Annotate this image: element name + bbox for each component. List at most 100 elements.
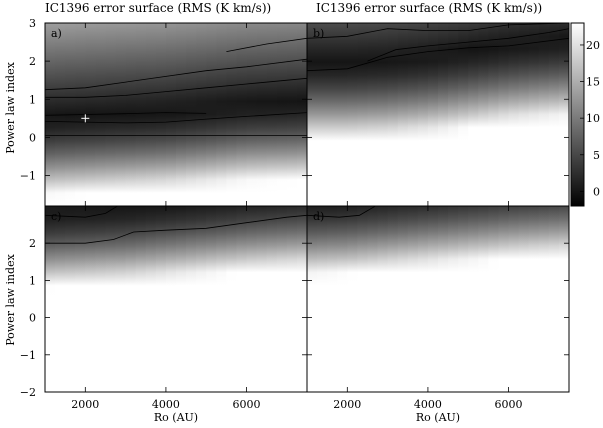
heatmap-cell: [548, 23, 560, 206]
heatmap-cell: [125, 206, 137, 392]
heatmap-cell: [115, 23, 127, 206]
colorbar-tick-label: 10: [586, 112, 600, 125]
y-tick-label: −1: [20, 170, 36, 183]
best-fit-marker: [81, 114, 90, 123]
heatmap-cell: [115, 206, 127, 392]
y-tick-label: 0: [29, 312, 36, 325]
heatmap-cell: [417, 206, 429, 392]
y-tick-label: −1: [20, 349, 36, 362]
heatmap-cell: [95, 206, 107, 392]
panel-label: c): [51, 210, 61, 223]
heatmap-cell: [165, 23, 177, 206]
heatmap-cell: [45, 206, 56, 392]
heatmap-cell: [528, 23, 540, 206]
heatmap-cell: [307, 23, 318, 206]
heatmap-cell: [548, 206, 560, 392]
heatmap-cell: [488, 206, 500, 392]
heatmap-cell: [337, 206, 348, 392]
contour-line: [307, 37, 569, 72]
x-tick-label: 2000: [71, 398, 99, 411]
heatmap-cell: [105, 23, 117, 206]
heatmap-cell: [518, 206, 530, 392]
heatmap-cell: [528, 206, 540, 392]
panel-b: b): [306, 22, 570, 207]
heatmap-cell: [256, 206, 268, 392]
ylabel-bottom: Power law index: [4, 253, 17, 345]
heatmap-cell: [468, 23, 479, 206]
heatmap-cell: [367, 206, 379, 392]
heatmap-cell: [256, 23, 268, 206]
heatmap-cell: [458, 23, 469, 206]
heatmap-cell: [155, 206, 167, 392]
heatmap-cell: [317, 206, 328, 392]
heatmap: [45, 206, 307, 392]
heatmap-cell: [438, 206, 449, 392]
colorbar-tick-label: 0: [593, 185, 600, 198]
panel-label: b): [313, 27, 324, 40]
heatmap-cell: [296, 206, 307, 392]
heatmap-cell: [135, 23, 147, 206]
heatmap-cell: [176, 23, 187, 206]
heatmap-cell: [498, 23, 510, 206]
x-tick-label: 2000: [333, 398, 361, 411]
heatmap-cell: [196, 206, 207, 392]
heatmap-cell: [296, 23, 307, 206]
heatmap-cell: [478, 206, 489, 392]
heatmap-cell: [317, 23, 328, 206]
contour-line: [45, 206, 118, 218]
heatmap-cell: [367, 23, 379, 206]
heatmap-cell: [448, 23, 459, 206]
heatmap-cell: [145, 23, 157, 206]
panel-d: d) 2000 4000 6000: [306, 205, 570, 411]
heatmap-cell: [478, 23, 489, 206]
heatmap-cell: [337, 23, 348, 206]
heatmap-cell: [377, 23, 389, 206]
panel-title-right: IC1396 error surface (RMS (K km/s)): [316, 1, 542, 15]
heatmap-cell: [327, 23, 338, 206]
heatmap-cell: [347, 23, 358, 206]
xlabel-left: Ro (AU): [154, 411, 198, 424]
heatmap-cell: [145, 206, 157, 392]
heatmap-cell: [397, 206, 409, 392]
heatmap-cell: [488, 23, 500, 206]
heatmap-cell: [286, 206, 298, 392]
heatmap-cell: [347, 206, 358, 392]
heatmap-cell: [196, 23, 207, 206]
heatmap-cell: [327, 206, 338, 392]
x-tick-label: 4000: [152, 398, 180, 411]
heatmap-cell: [508, 206, 520, 392]
heatmap-cell: [357, 206, 369, 392]
colorbar: 0 5 10 15 20: [570, 22, 600, 207]
heatmap-cell: [518, 23, 530, 206]
ylabel-top: Power law index: [4, 61, 17, 153]
x-tick-label: 6000: [495, 398, 523, 411]
colorbar-tick-label: 20: [586, 39, 600, 52]
colorbar-tick-label: 15: [586, 76, 600, 89]
heatmap-cell: [65, 206, 76, 392]
heatmap-cell: [448, 206, 459, 392]
heatmap-cell: [236, 23, 248, 206]
heatmap-cell: [558, 23, 569, 206]
heatmap-cell: [206, 23, 217, 206]
contour-line: [45, 214, 307, 244]
y-tick-label: 2: [29, 237, 36, 250]
heatmap-cell: [246, 206, 258, 392]
heatmap-cell: [226, 206, 238, 392]
heatmap-cell: [216, 23, 227, 206]
heatmap-cell: [45, 23, 56, 206]
heatmap-cell: [85, 206, 96, 392]
heatmap-cell: [165, 206, 177, 392]
heatmap-cell: [387, 23, 399, 206]
heatmap-cell: [206, 206, 217, 392]
y-tick-label: 2: [29, 55, 36, 68]
panel-title-left: IC1396 error surface (RMS (K km/s)): [45, 1, 271, 15]
contour-line: [45, 58, 307, 91]
heatmap-cell: [377, 206, 389, 392]
heatmap-cell: [176, 206, 187, 392]
heatmap-cell: [55, 23, 66, 206]
heatmap-cell: [407, 23, 419, 206]
heatmap-cell: [397, 23, 409, 206]
x-tick-label: 4000: [414, 398, 442, 411]
heatmap: [307, 206, 569, 392]
heatmap-cell: [125, 23, 137, 206]
